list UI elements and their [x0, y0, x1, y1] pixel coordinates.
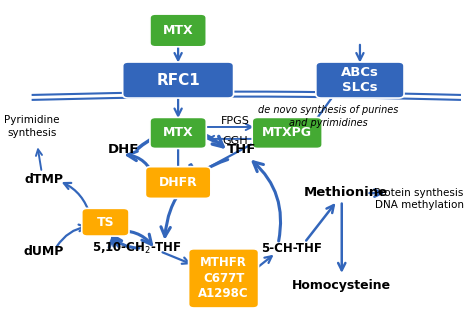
Text: RFC1: RFC1	[156, 72, 200, 88]
FancyBboxPatch shape	[150, 14, 206, 47]
FancyBboxPatch shape	[252, 118, 322, 148]
Text: TS: TS	[97, 216, 114, 229]
Text: Methionine: Methionine	[304, 186, 388, 199]
Text: Protein synthesis
DNA methylation: Protein synthesis DNA methylation	[374, 188, 464, 210]
FancyBboxPatch shape	[146, 167, 211, 199]
Text: THF: THF	[227, 143, 256, 156]
Text: DHFR: DHFR	[159, 176, 198, 189]
Text: MTHFR
C677T
A1298C: MTHFR C677T A1298C	[198, 256, 249, 300]
Text: Homocysteine: Homocysteine	[292, 279, 392, 291]
Text: de novo synthesis of purines
and pyrimidines: de novo synthesis of purines and pyrimid…	[258, 105, 398, 127]
FancyBboxPatch shape	[123, 62, 234, 98]
Text: dTMP: dTMP	[25, 173, 64, 186]
Text: MTXPG: MTXPG	[262, 126, 312, 139]
Text: Pyrimidine
synthesis: Pyrimidine synthesis	[4, 115, 60, 137]
Text: 5-CH-THF: 5-CH-THF	[261, 242, 322, 255]
Text: DHF: DHF	[108, 143, 139, 156]
Text: MTX: MTX	[163, 24, 193, 37]
Text: 5,10-CH$_2$-THF: 5,10-CH$_2$-THF	[92, 241, 182, 256]
Text: dUMP: dUMP	[24, 245, 64, 258]
Text: ABCs
SLCs: ABCs SLCs	[341, 66, 379, 94]
Text: MTX: MTX	[163, 126, 193, 139]
FancyBboxPatch shape	[189, 249, 259, 308]
FancyBboxPatch shape	[316, 62, 404, 98]
FancyBboxPatch shape	[82, 208, 129, 236]
Text: FPGS: FPGS	[220, 116, 249, 126]
FancyBboxPatch shape	[150, 118, 206, 148]
Text: GGH: GGH	[222, 136, 248, 146]
